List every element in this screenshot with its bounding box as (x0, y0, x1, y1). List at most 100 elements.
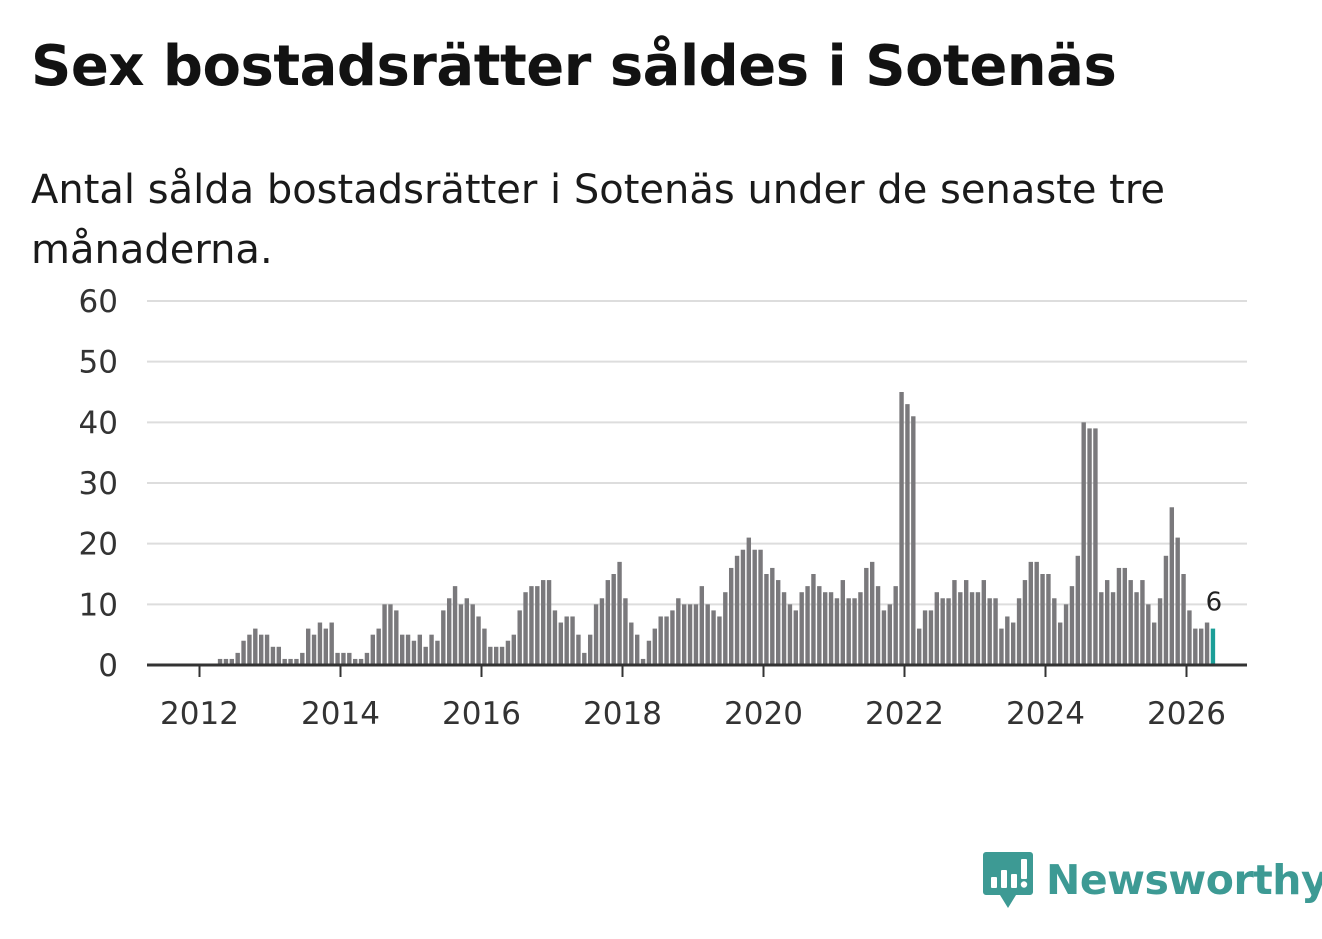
bar (869, 561, 875, 665)
bar (446, 598, 452, 665)
bar (253, 628, 258, 665)
bar (734, 555, 740, 665)
bar (999, 628, 1004, 665)
bar (852, 598, 857, 665)
x-tick-label: 2026 (1147, 696, 1226, 732)
bar (881, 610, 887, 665)
newsworthy-logo-icon (983, 852, 1033, 908)
bar (934, 592, 940, 665)
bar (1140, 580, 1145, 665)
bar (488, 646, 493, 665)
bar (458, 604, 464, 665)
bar (570, 616, 575, 665)
bar (693, 604, 699, 665)
bar (840, 580, 846, 665)
bar (264, 634, 270, 665)
bar (546, 580, 552, 665)
bar (300, 652, 305, 665)
bar (664, 616, 669, 665)
bar (1204, 622, 1210, 665)
bar (288, 658, 293, 665)
bar (229, 658, 235, 665)
bar (699, 586, 705, 665)
bar (335, 652, 340, 665)
bar (1151, 622, 1157, 665)
bar (793, 610, 799, 665)
bar (640, 658, 646, 665)
bar (711, 610, 716, 665)
bar (940, 598, 945, 665)
bar (652, 628, 658, 665)
x-tick-label: 2020 (724, 696, 803, 732)
bar (382, 604, 387, 665)
bar (1134, 592, 1139, 665)
bar (1081, 422, 1086, 665)
bar (1057, 622, 1063, 665)
bar (305, 628, 311, 665)
bar (658, 616, 663, 665)
bar (1040, 574, 1045, 665)
bar (582, 652, 587, 665)
bar (1157, 598, 1163, 665)
bar (247, 634, 252, 665)
x-tick-label: 2022 (865, 696, 944, 732)
bar (417, 634, 423, 665)
bar (258, 634, 264, 665)
bar (1175, 537, 1180, 665)
bar (864, 567, 869, 665)
bar (552, 610, 558, 665)
bar (811, 574, 816, 665)
bar (1005, 616, 1010, 665)
bar (605, 580, 611, 665)
bar (1010, 622, 1016, 665)
y-tick-label: 0 (98, 648, 118, 684)
bar (705, 604, 710, 665)
bar (623, 598, 628, 665)
x-tick-label: 2016 (442, 696, 521, 732)
bar (482, 628, 487, 665)
bar (235, 652, 240, 665)
bar (916, 628, 922, 665)
bar (1110, 592, 1116, 665)
bar (987, 598, 992, 665)
bar (593, 604, 599, 665)
bar (646, 640, 652, 665)
bar (728, 567, 734, 665)
bar (347, 652, 352, 665)
bar (405, 634, 411, 665)
x-tick-label: 2024 (1006, 696, 1085, 732)
bar (787, 604, 793, 665)
bar (799, 592, 804, 665)
bar (758, 549, 763, 665)
brand: Newsworthy (982, 850, 1322, 910)
bar (1198, 628, 1204, 665)
bar (1087, 428, 1092, 665)
bar (1187, 610, 1192, 665)
bar (617, 561, 622, 665)
bar (629, 622, 634, 665)
bar (1075, 555, 1081, 665)
bar (1016, 598, 1022, 665)
bar (564, 616, 569, 665)
bar (875, 586, 881, 665)
bar (529, 586, 534, 665)
bar (1022, 580, 1028, 665)
bar (1116, 567, 1122, 665)
bar (558, 622, 564, 665)
y-tick-label: 60 (79, 284, 118, 320)
bar (535, 586, 540, 665)
bar (969, 592, 975, 665)
bar (958, 592, 963, 665)
bar (1104, 580, 1110, 665)
last-value-label: 6 (1206, 588, 1223, 618)
bar (1122, 567, 1128, 665)
bar (294, 658, 299, 665)
bar (341, 652, 346, 665)
bar (270, 646, 276, 665)
bar (893, 586, 898, 665)
bar (740, 549, 746, 665)
bar (311, 634, 317, 665)
chart-subtitle: Antal sålda bostadsrätter i Sotenäs unde… (31, 167, 1166, 273)
bar (775, 580, 781, 665)
bar (1046, 574, 1051, 665)
